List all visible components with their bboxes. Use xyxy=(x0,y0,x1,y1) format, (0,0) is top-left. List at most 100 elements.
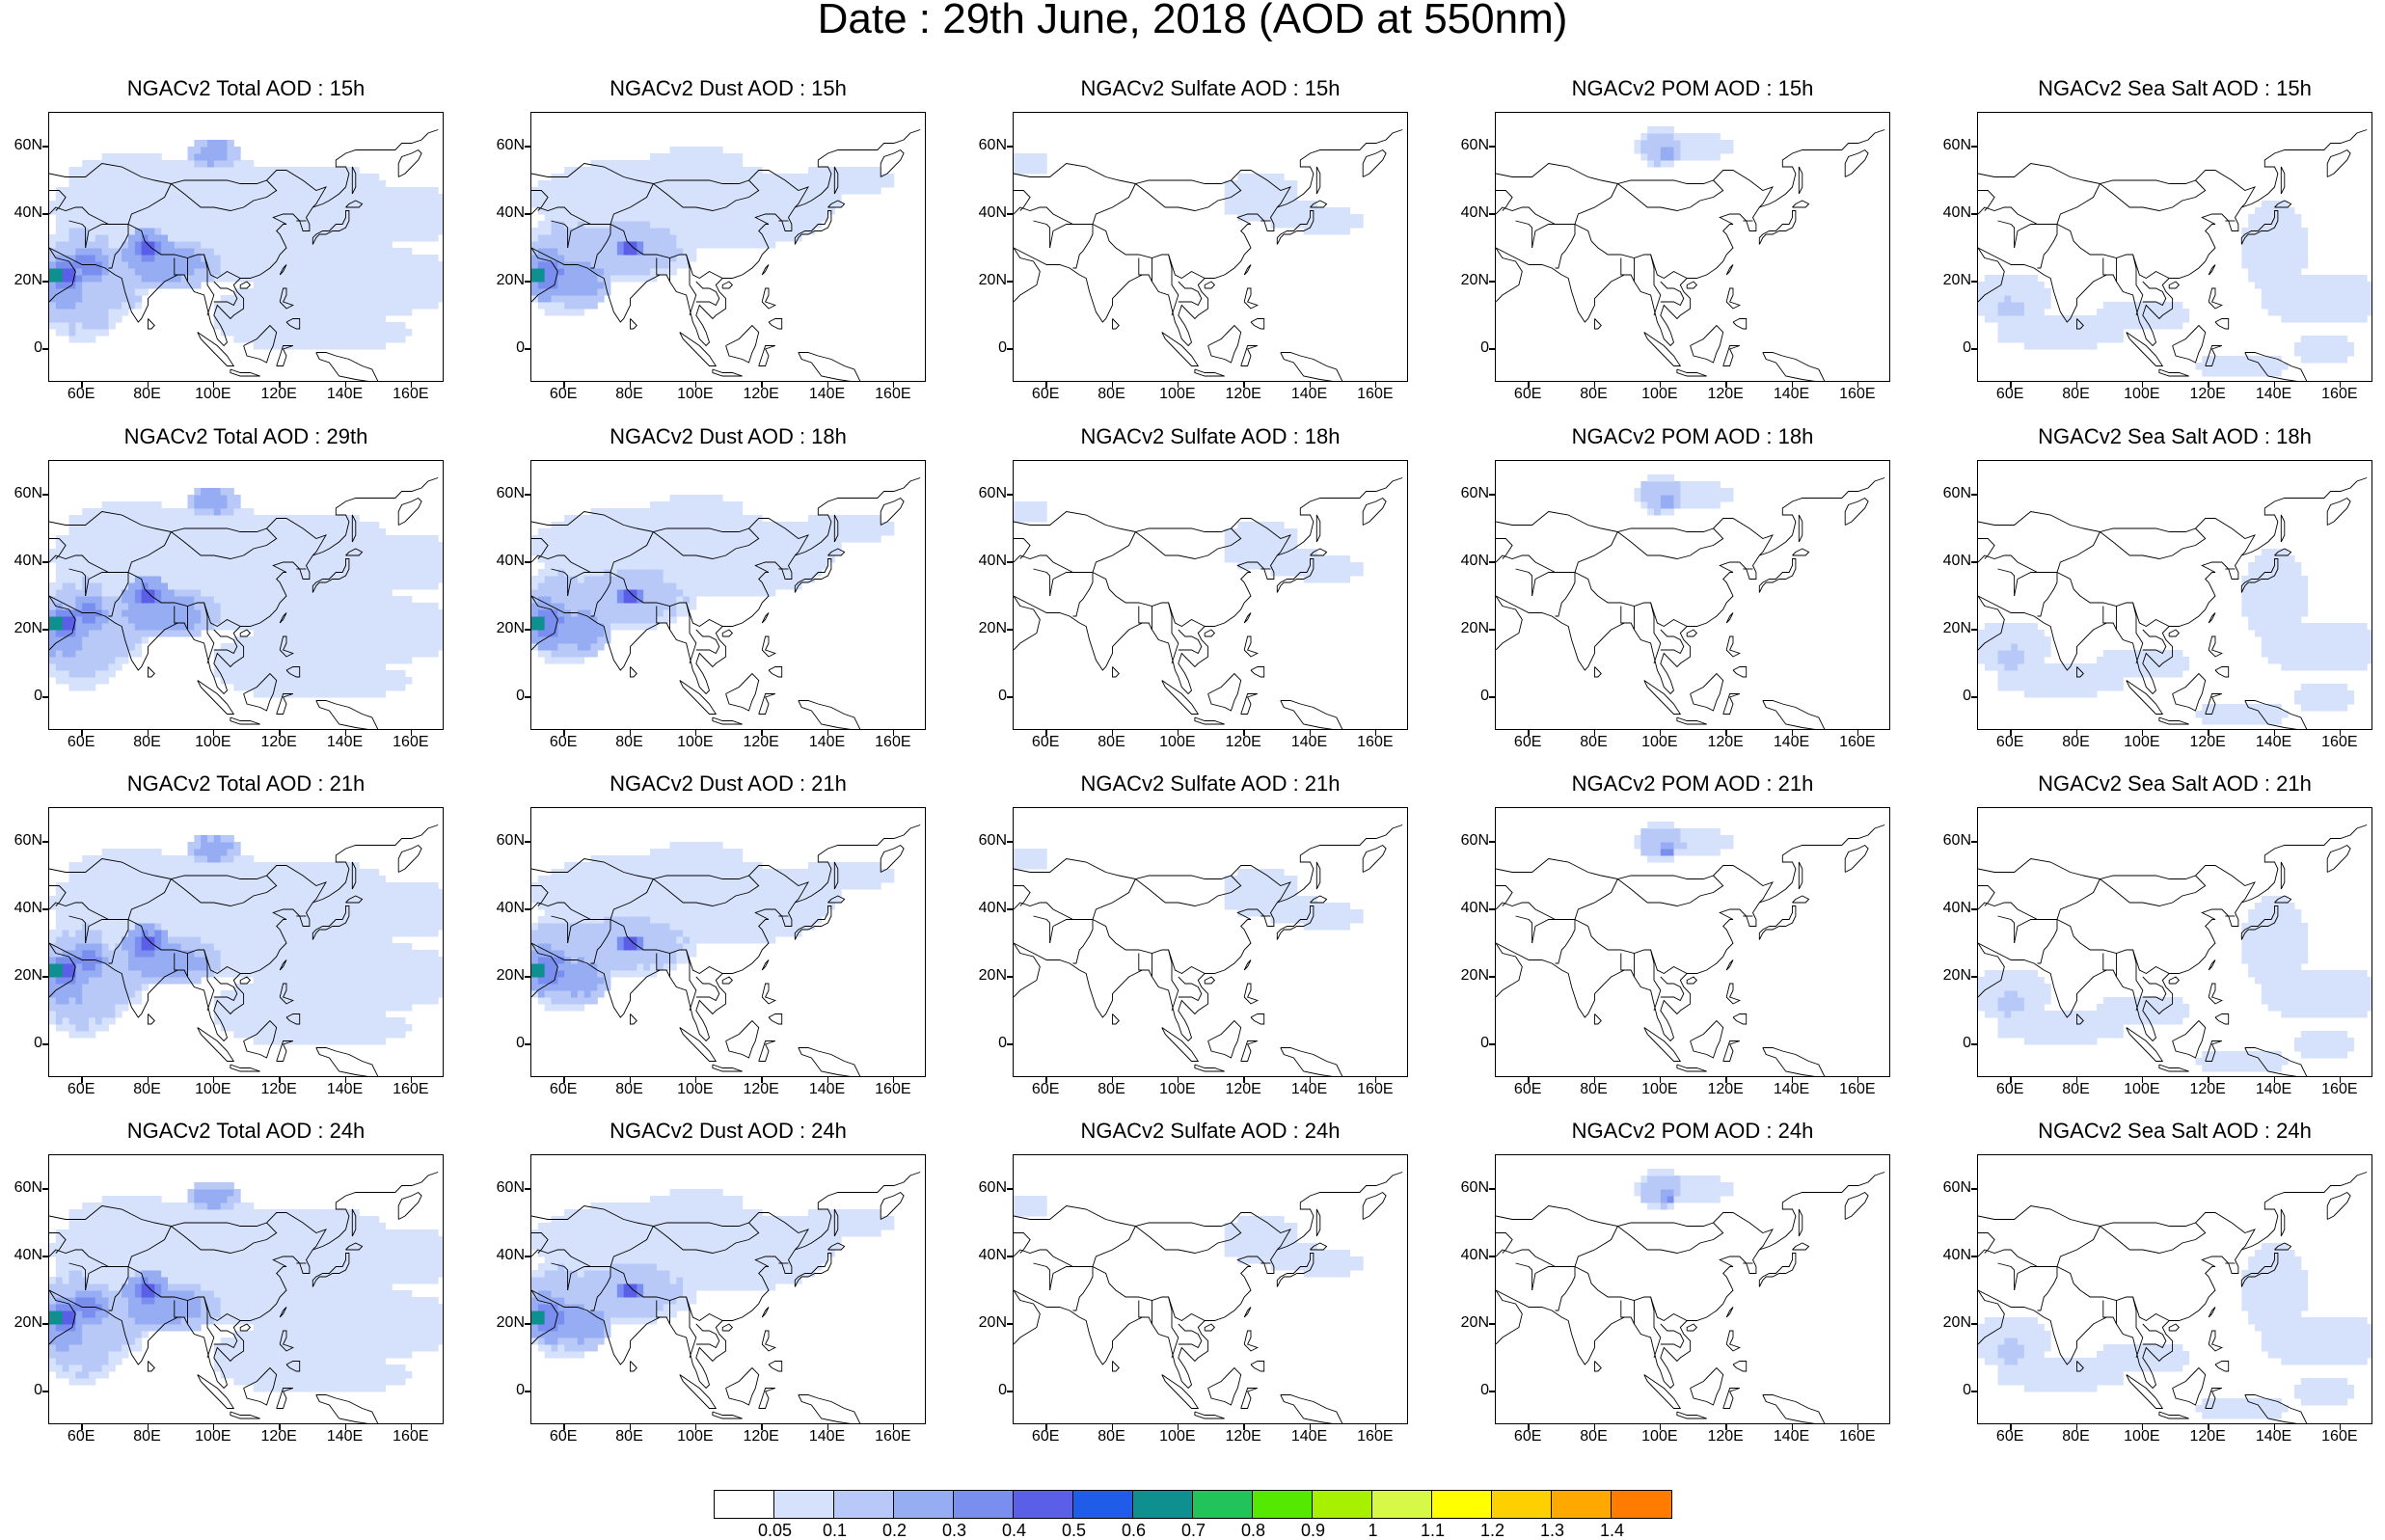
aod-cell xyxy=(2018,322,2024,330)
aod-cell xyxy=(1290,214,1297,222)
aod-cell xyxy=(149,167,155,175)
aod-cell xyxy=(431,603,438,610)
aod-cell xyxy=(736,174,743,181)
aod-cell xyxy=(339,643,346,651)
aod-cell xyxy=(2038,322,2045,330)
aod-cell xyxy=(2294,221,2301,229)
aod-cell xyxy=(326,657,333,664)
aod-cell xyxy=(1674,133,1681,141)
aod-cell xyxy=(578,255,584,262)
aod-cell xyxy=(319,616,326,624)
y-tick-mark xyxy=(42,494,48,496)
aod-cell xyxy=(643,569,650,577)
aod-cell xyxy=(280,542,286,550)
aod-cell xyxy=(300,515,307,523)
aod-cell xyxy=(109,248,116,256)
aod-cell xyxy=(1316,221,1323,229)
aod-cell xyxy=(352,282,359,289)
aod-cell xyxy=(372,187,379,195)
aod-cell xyxy=(538,569,545,577)
aod-cell xyxy=(564,657,571,664)
aod-cell xyxy=(670,187,677,195)
aod-cell xyxy=(240,616,247,624)
aod-cell xyxy=(405,603,412,610)
aod-cell xyxy=(194,221,201,229)
aod-cell xyxy=(352,167,359,175)
aod-cell xyxy=(228,569,234,577)
aod-cell xyxy=(392,228,398,235)
aod-cell xyxy=(319,663,326,671)
coastline xyxy=(1205,282,1214,288)
aod-cell xyxy=(221,207,228,215)
aod-cell xyxy=(564,187,571,195)
aod-cell xyxy=(398,582,405,590)
aod-cell xyxy=(233,248,240,256)
aod-cell xyxy=(319,569,326,577)
aod-cell xyxy=(109,207,116,215)
aod-cell xyxy=(142,616,149,624)
aod-cell xyxy=(214,495,221,502)
aod-cell xyxy=(333,555,339,563)
aod-cell xyxy=(339,616,346,624)
aod-cell xyxy=(597,275,604,283)
aod-cell xyxy=(188,609,195,617)
coastline xyxy=(2281,167,2285,194)
aod-cell xyxy=(564,268,571,276)
aod-cell xyxy=(2262,248,2268,256)
aod-cell xyxy=(286,562,293,570)
aod-cell xyxy=(571,582,578,590)
y-tick-label: 20N xyxy=(4,273,42,288)
aod-cell xyxy=(280,207,286,215)
aod-cell xyxy=(637,268,643,276)
aod-cell xyxy=(571,623,578,631)
aod-cell xyxy=(438,221,444,229)
aod-cell xyxy=(1323,207,1330,215)
aod-cell xyxy=(610,528,617,536)
aod-cell xyxy=(591,549,598,556)
y-tick-label: 60N xyxy=(968,138,1007,153)
aod-cell xyxy=(1277,180,1284,188)
aod-cell xyxy=(82,603,89,610)
aod-cell xyxy=(366,214,372,222)
aod-cell xyxy=(95,623,102,631)
aod-cell xyxy=(564,542,571,550)
aod-cell xyxy=(531,255,538,262)
aod-cell xyxy=(352,569,359,577)
aod-cell xyxy=(267,207,274,215)
aod-cell xyxy=(207,167,214,175)
aod-cell xyxy=(749,241,756,249)
aod-cell xyxy=(326,174,333,181)
aod-cell xyxy=(273,282,280,289)
aod-cell xyxy=(161,160,168,168)
aod-cell xyxy=(280,603,286,610)
aod-cell xyxy=(412,542,419,550)
aod-cell xyxy=(1707,140,1714,148)
aod-cell xyxy=(412,569,419,577)
aod-cell xyxy=(240,315,247,323)
aod-cell xyxy=(181,261,188,269)
aod-cell xyxy=(545,616,552,624)
aod-cell xyxy=(326,336,333,343)
aod-cell xyxy=(366,582,372,590)
aod-cell xyxy=(247,569,254,577)
aod-cell xyxy=(56,322,63,330)
x-tick-label: 100E xyxy=(189,387,237,402)
aod-cell xyxy=(293,241,300,249)
aod-cell xyxy=(194,268,201,276)
aod-cell xyxy=(95,309,102,316)
aod-cell xyxy=(102,515,109,523)
aod-cell xyxy=(2018,302,2024,310)
aod-cell xyxy=(319,650,326,658)
aod-cell xyxy=(280,663,286,671)
aod-cell xyxy=(617,508,624,516)
aod-cell xyxy=(386,589,393,597)
aod-cell xyxy=(149,194,155,202)
aod-cell xyxy=(2024,302,2031,310)
aod-cell xyxy=(419,201,425,208)
aod-cell xyxy=(657,214,664,222)
aod-cell xyxy=(405,261,412,269)
aod-cell xyxy=(181,234,188,242)
aod-cell xyxy=(228,201,234,208)
aod-cell xyxy=(221,315,228,323)
aod-cell xyxy=(142,160,149,168)
